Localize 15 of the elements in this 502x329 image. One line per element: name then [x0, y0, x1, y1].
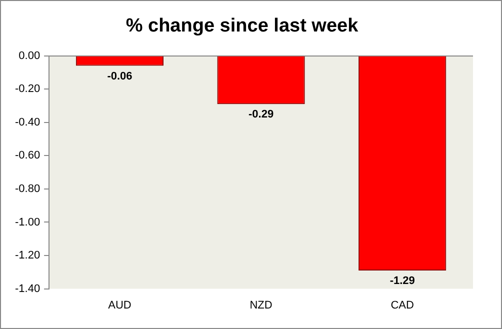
y-tick-label: -1.40: [14, 282, 40, 295]
data-label: -0.29: [248, 108, 274, 121]
data-label: -1.29: [390, 275, 415, 288]
y-tick-label: -1.00: [14, 216, 40, 228]
y-tick-label: -1.20: [14, 250, 40, 262]
y-tick-label: -0.60: [14, 150, 40, 162]
data-label: -0.06: [107, 70, 132, 82]
chart-title: % change since last week: [126, 16, 359, 37]
x-tick-label: AUD: [108, 299, 132, 312]
x-tick-label: NZD: [250, 299, 272, 312]
y-tick-label: -0.40: [14, 116, 40, 128]
x-tick-label: CAD: [390, 299, 414, 312]
y-tick-label: -0.80: [14, 182, 40, 195]
y-tick-label: 0.00: [18, 50, 40, 62]
y-tick-label: -0.20: [14, 83, 40, 96]
